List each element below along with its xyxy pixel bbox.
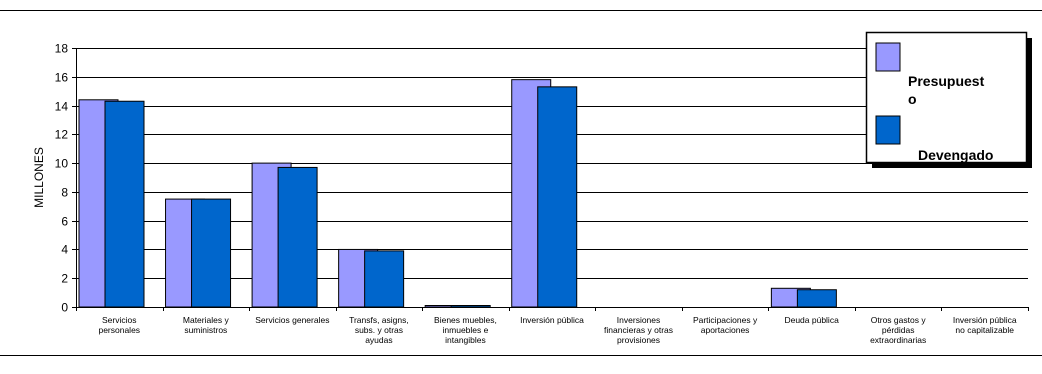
legend-label-presupuesto-line2: o	[908, 91, 917, 107]
category-label: financieras y otras	[604, 325, 673, 335]
bar-devengado	[191, 198, 232, 308]
category-label: suministros	[184, 325, 227, 335]
y-tick-label: 10	[55, 157, 69, 171]
legend-label-presupuesto-line1: Presupuest	[908, 73, 985, 89]
category-label: Servicios	[102, 315, 136, 325]
category-label: Bienes muebles,	[434, 315, 497, 325]
legend-swatch-devengado	[875, 115, 901, 145]
category-label: no capitalizable	[955, 325, 1014, 335]
y-tick-label: 2	[61, 272, 68, 286]
y-tick-label: 16	[55, 71, 69, 85]
category-label: Inversión pública	[953, 315, 1017, 325]
y-tick-label: 6	[61, 215, 68, 229]
category-label: Servicios generales	[255, 315, 329, 325]
y-tick-label: 12	[55, 128, 69, 142]
category-label: aportaciones	[701, 325, 750, 335]
y-tick-label: 4	[61, 243, 68, 257]
y-axis-title: MILLONES	[32, 147, 46, 208]
bar-devengado	[364, 250, 405, 308]
category-label: subs. y otras	[355, 325, 403, 335]
category-label: Transfs, asigns,	[349, 315, 409, 325]
category-label: intangibles	[445, 335, 486, 345]
category-label: Inversiones	[617, 315, 660, 325]
category-label: Inversión pública	[520, 315, 584, 325]
bar-devengado	[104, 100, 145, 308]
category-label: Materiales y	[183, 315, 230, 325]
bar-devengado	[277, 166, 318, 308]
category-label: Otros gastos y	[871, 315, 927, 325]
category-label: Participaciones y	[693, 315, 758, 325]
bar-devengado	[450, 305, 491, 308]
category-label: extraordinarias	[870, 335, 926, 345]
legend-swatch-presupuesto	[875, 42, 901, 72]
y-tick-label: 18	[55, 42, 69, 56]
bar-devengado	[537, 86, 578, 308]
category-label: personales	[98, 325, 140, 335]
legend-label-devengado: Devengado	[918, 147, 993, 163]
bar-devengado	[796, 289, 837, 308]
y-tick-label: 14	[55, 100, 69, 114]
category-label: pérdidas	[882, 325, 915, 335]
category-label: inmuebles e	[443, 325, 489, 335]
category-label: ayudas	[365, 335, 392, 345]
y-tick-label: 8	[61, 186, 68, 200]
y-tick-label: 0	[61, 301, 68, 315]
category-label: provisiones	[617, 335, 660, 345]
category-label: Deuda pública	[784, 315, 839, 325]
